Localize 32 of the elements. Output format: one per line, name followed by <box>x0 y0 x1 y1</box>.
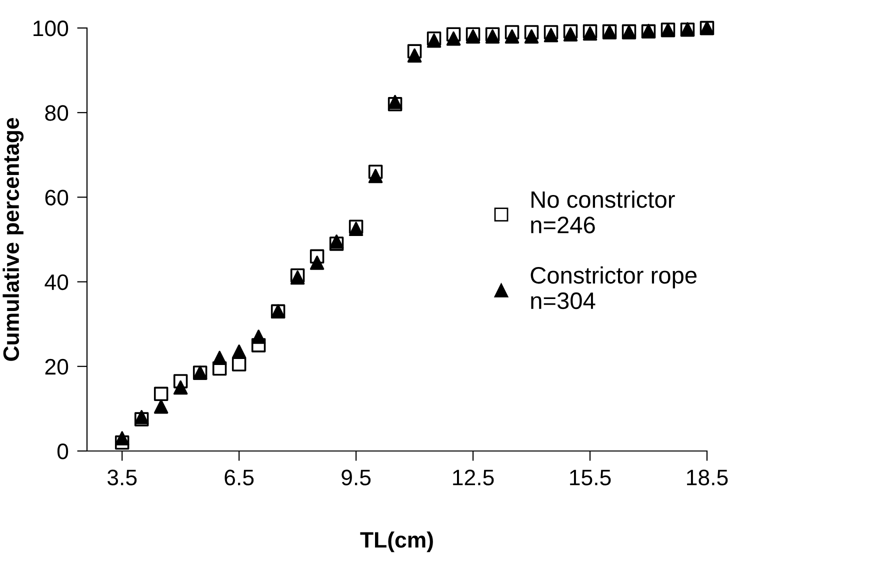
y-tick-label: 20 <box>45 358 68 375</box>
point <box>544 28 558 42</box>
point <box>310 256 324 270</box>
x-tick-label: 12.5 <box>453 470 494 486</box>
y-tick-label: 80 <box>45 105 68 121</box>
point <box>114 431 130 446</box>
x-tick-label: 3.5 <box>107 470 137 486</box>
y-tick-label: 100 <box>34 20 68 36</box>
x-axis-title: TL(cm) <box>360 531 433 552</box>
y-tick-label: 0 <box>57 444 68 460</box>
point <box>212 350 227 366</box>
point <box>232 357 246 372</box>
x-tick-label: 9.5 <box>342 470 371 486</box>
x-tick-label: 15.5 <box>570 470 611 486</box>
x-tick-label: 6.5 <box>224 470 254 486</box>
y-axis-title: Cumulative percentage <box>2 118 24 361</box>
point <box>446 31 461 46</box>
point <box>154 399 168 414</box>
point <box>563 27 578 42</box>
y-tick-label: 40 <box>44 274 68 290</box>
point <box>504 29 520 44</box>
legend-label: No constrictor n=246 <box>531 190 675 234</box>
point <box>154 386 168 402</box>
legend-label: Constrictor rope n=304 <box>530 266 697 310</box>
point <box>173 380 188 395</box>
point <box>407 48 422 63</box>
point <box>251 330 266 344</box>
x-tick-label: 18.5 <box>687 470 728 486</box>
point <box>232 344 246 359</box>
point <box>524 29 539 44</box>
y-tick-label: 60 <box>45 190 68 206</box>
point <box>368 168 383 184</box>
